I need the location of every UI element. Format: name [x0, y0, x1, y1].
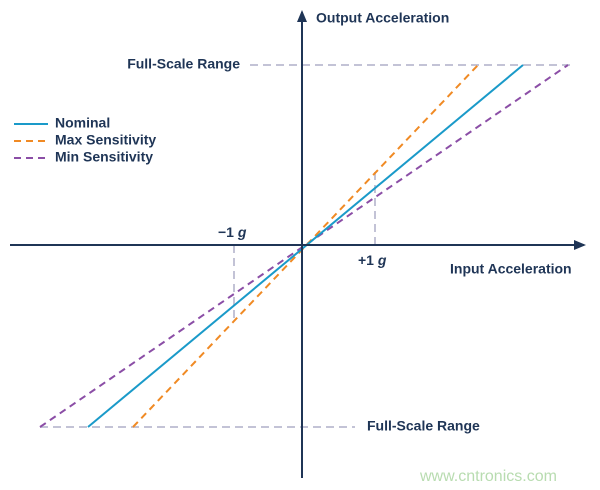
x-axis-label: Input Acceleration — [450, 261, 572, 277]
range-label: Full-Scale Range — [367, 418, 480, 434]
range-label: Full-Scale Range — [127, 56, 240, 72]
legend-label: Min Sensitivity — [55, 149, 153, 165]
marker-label: +1 g — [358, 252, 387, 268]
legend-label: Nominal — [55, 115, 110, 131]
marker-label: −1 g — [218, 224, 247, 240]
legend-label: Max Sensitivity — [55, 132, 156, 148]
watermark: www.cntronics.com — [419, 468, 557, 485]
min-line — [39, 64, 569, 428]
y-axis-label: Output Acceleration — [316, 10, 449, 26]
